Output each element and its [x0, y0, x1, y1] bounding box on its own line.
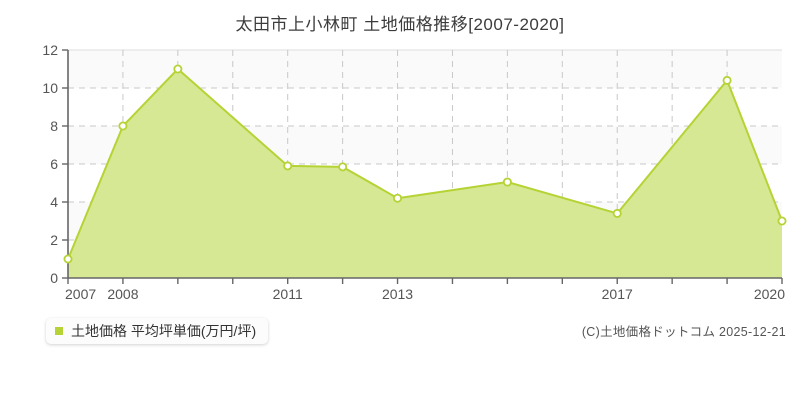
svg-text:2013: 2013 — [382, 286, 413, 302]
x-axis-tick-labels: 2007 2008 2011 2013 2017 2020 — [65, 286, 785, 302]
svg-text:2017: 2017 — [602, 286, 633, 302]
svg-text:6: 6 — [50, 156, 58, 172]
svg-text:2: 2 — [50, 232, 58, 248]
svg-text:2008: 2008 — [107, 286, 138, 302]
svg-text:12: 12 — [42, 42, 58, 58]
y-axis-tick-labels: 0 2 4 6 8 10 12 — [42, 42, 58, 286]
legend-label: 土地価格 平均坪単価(万円/坪) — [71, 323, 257, 339]
legend-swatch-icon — [55, 327, 63, 335]
svg-text:2020: 2020 — [754, 286, 785, 302]
svg-text:0: 0 — [50, 270, 58, 286]
svg-text:4: 4 — [50, 194, 58, 210]
svg-text:10: 10 — [42, 80, 58, 96]
area-series-fill — [68, 69, 782, 278]
copyright-notice: (C)土地価格ドットコム 2025-12-21 — [581, 325, 786, 339]
svg-text:2007: 2007 — [65, 286, 96, 302]
svg-text:8: 8 — [50, 118, 58, 134]
data-point-markers — [63, 64, 787, 264]
area-series-line — [67, 68, 783, 260]
y-axis-ticks — [62, 49, 68, 279]
x-axis-ticks — [67, 278, 783, 284]
chart-title: 太田市上小林町 土地価格推移[2007-2020] — [235, 15, 565, 34]
svg-text:2011: 2011 — [273, 286, 303, 302]
chart-legend[interactable]: 土地価格 平均坪単価(万円/坪) — [46, 318, 269, 344]
